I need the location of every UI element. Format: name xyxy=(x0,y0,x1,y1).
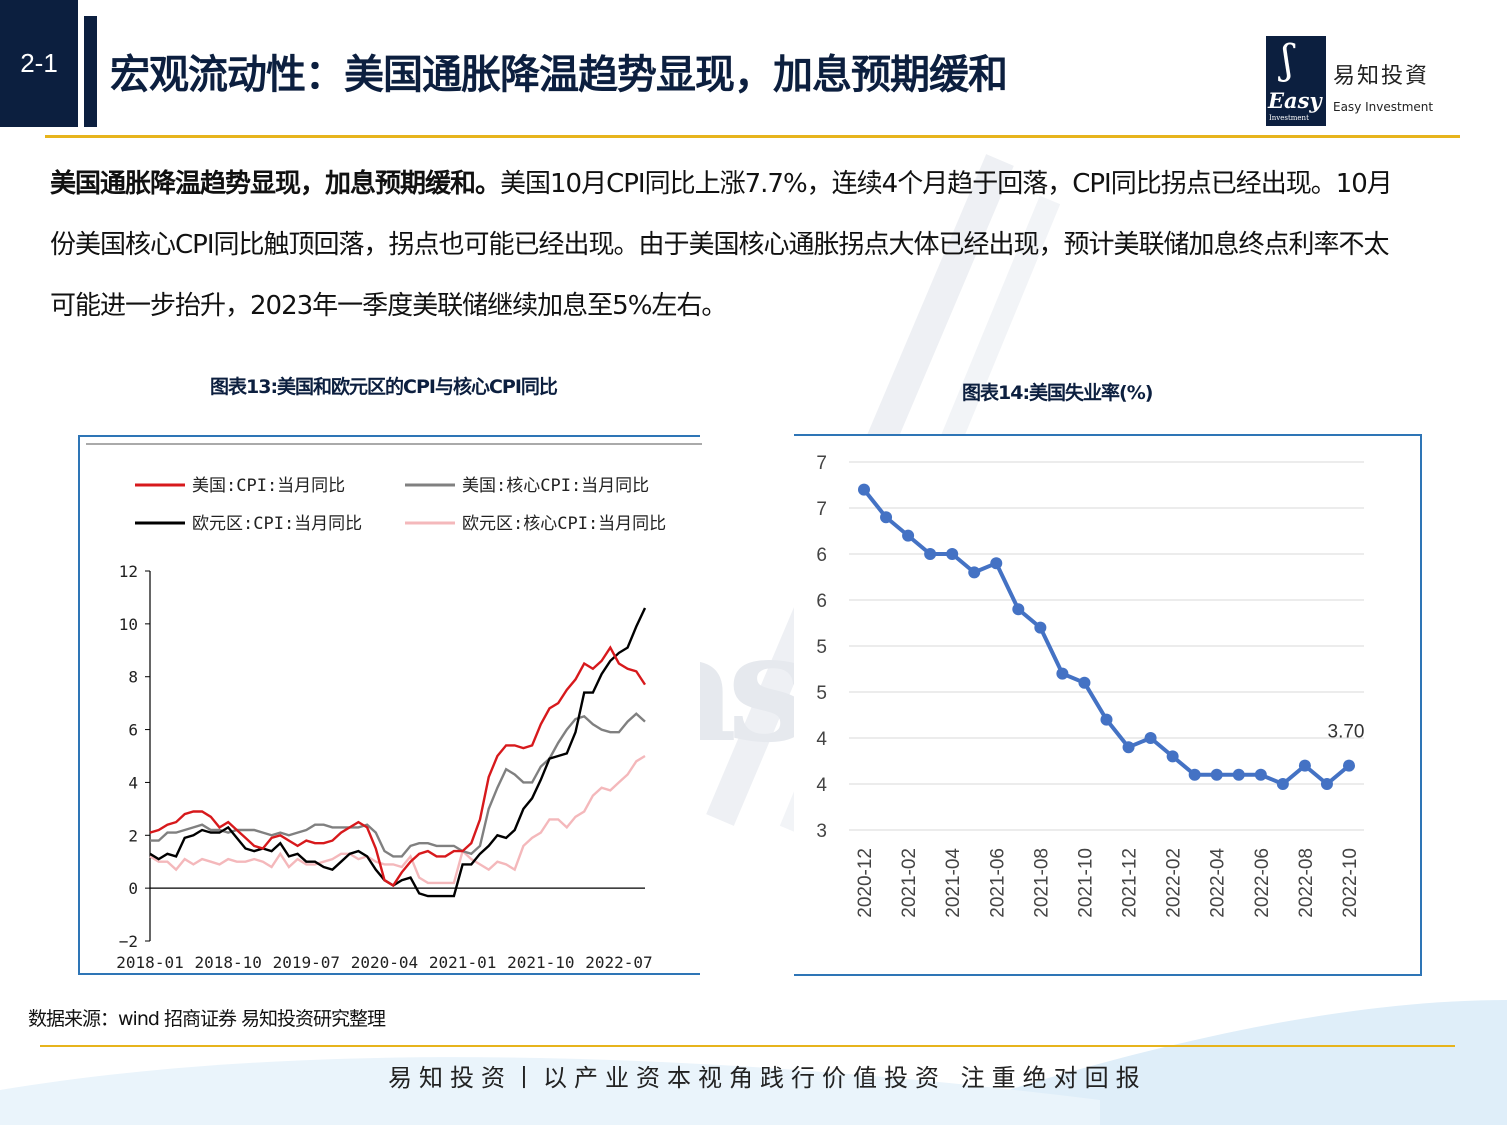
legend-label-1: 美国:CPI:当月同比 xyxy=(192,476,345,496)
y-tick-label: 4 xyxy=(816,729,827,750)
header-divider-bar xyxy=(84,16,97,127)
data-point xyxy=(1232,768,1245,781)
x-tick-label: 2021-10 xyxy=(507,953,574,972)
x-tick-label: 2018-01 xyxy=(116,953,183,972)
footer-wave xyxy=(0,1000,1507,1125)
x-tick-label: 2022-08 xyxy=(1296,848,1317,918)
y-tick-label: 6 xyxy=(128,721,138,740)
footer-gold-line xyxy=(40,1045,1455,1047)
y-tick-label: 7 xyxy=(816,499,827,520)
x-tick-label: 2022-07 xyxy=(585,953,652,972)
y-tick-label: 5 xyxy=(816,637,827,658)
footer-slogan: 易知投资丨以产业资本视角践行价值投资 注重绝对回报 xyxy=(388,1064,1147,1092)
x-tick-label: 2021-08 xyxy=(1031,848,1052,918)
y-tick-label: 7 xyxy=(816,453,827,474)
x-tick-label: 2021-02 xyxy=(899,848,920,918)
series-line-3 xyxy=(149,607,647,898)
data-source-note: 数据来源：wind 招商证券 易知投资研究整理 xyxy=(28,1008,386,1030)
data-point xyxy=(1320,778,1333,790)
data-point xyxy=(902,529,915,542)
x-tick-label: 2021-06 xyxy=(987,848,1008,918)
chart13-box: 美国:CPI:当月同比 美国:核心CPI:当月同比欧元区:CPI:当月同比 欧元区:… xyxy=(78,435,702,975)
x-tick-label: 2022-04 xyxy=(1208,848,1229,918)
chart14-top-rule xyxy=(794,434,1422,436)
data-point xyxy=(990,557,1003,570)
data-point xyxy=(1254,768,1267,781)
y-tick-label: 8 xyxy=(128,668,138,687)
data-point xyxy=(1144,732,1157,744)
x-tick-label: 2021-04 xyxy=(943,848,964,918)
y-tick-label: 10 xyxy=(119,615,138,634)
series-line-4 xyxy=(149,754,646,885)
legend-label-4: 欧元区:核心CPI:当月同比 xyxy=(462,514,666,534)
y-tick-label: −2 xyxy=(119,932,138,951)
body-paragraph: 美国通胀降温趋势显现，加息预期缓和。美国10月CPI同比上涨7.7%，连续4个月… xyxy=(50,154,1410,337)
data-point xyxy=(1078,676,1091,689)
x-tick-label: 2021-12 xyxy=(1120,848,1141,918)
data-point xyxy=(1276,778,1289,790)
logo-mark-subtext: Investment xyxy=(1269,114,1309,122)
y-tick-label: 3 xyxy=(816,821,827,842)
x-tick-label: 2020-12 xyxy=(855,848,876,918)
x-tick-label: 2020-04 xyxy=(351,953,418,972)
legend-label-3: 欧元区:CPI:当月同比 xyxy=(192,514,362,534)
x-tick-label: 2022-06 xyxy=(1252,848,1273,918)
legend-label-2: 美国:核心CPI:当月同比 xyxy=(462,476,649,496)
y-tick-label: 2 xyxy=(128,826,138,845)
y-tick-label: 4 xyxy=(128,773,138,792)
data-point xyxy=(1122,741,1135,754)
y-tick-label: 5 xyxy=(816,683,827,704)
data-point xyxy=(1343,759,1355,772)
y-tick-label: 12 xyxy=(119,562,138,581)
x-tick-label: 2021-01 xyxy=(429,953,496,972)
data-label-last: 3.70 xyxy=(1328,722,1365,743)
brand-logo: ʃ Easy Investment 易知投資 Easy Investment xyxy=(1266,36,1436,128)
data-point xyxy=(1210,768,1223,781)
data-point xyxy=(1298,759,1311,772)
chart14-svg: 7 7 6 6 5 5 4 4 3 2020-12 2021-02 2021-04 2021-06 202… xyxy=(816,453,1365,918)
unemployment-line xyxy=(862,488,1351,786)
data-point xyxy=(858,483,870,496)
chart13-top-rule xyxy=(86,443,702,445)
logo-en-text: Easy Investment xyxy=(1333,100,1434,114)
data-point xyxy=(968,566,981,579)
data-point xyxy=(1034,621,1047,634)
logo-mark-text: Easy xyxy=(1268,88,1322,113)
data-point xyxy=(1012,603,1025,616)
x-tick-label: 2021-10 xyxy=(1075,848,1096,918)
data-point xyxy=(1188,768,1201,781)
series-line-1 xyxy=(149,645,647,888)
data-point xyxy=(946,548,959,560)
y-tick-label: 6 xyxy=(816,545,827,566)
chart14-caption: 图表14:美国失业率(%) xyxy=(962,382,1153,404)
data-point xyxy=(880,511,893,524)
series-line-2 xyxy=(150,712,646,858)
y-tick-label: 6 xyxy=(816,591,827,612)
x-tick-label: 2018-10 xyxy=(194,953,261,972)
chart13-caption: 图表13:美国和欧元区的CPI与核心CPI同比 xyxy=(210,376,558,398)
x-tick-label: 2022-02 xyxy=(1164,848,1185,918)
header-gold-line xyxy=(45,135,1460,138)
y-tick-label: 0 xyxy=(128,879,138,898)
y-tick-label: 4 xyxy=(816,775,827,796)
chart14-box: 7 7 6 6 5 5 4 4 3 2020-12 2021-02 2021-04 2021-06 202… xyxy=(794,434,1422,976)
x-tick-label: 2019-07 xyxy=(273,953,340,972)
page-title: 宏观流动性：美国通胀降温趋势显现，加息预期缓和 xyxy=(110,52,1008,98)
data-point xyxy=(1166,750,1179,763)
section-badge: 2-1 xyxy=(0,0,78,127)
body-text: 美国10月CPI同比上涨7.7%，连续4个月趋于回落，CPI同比拐点已经出现。1… xyxy=(50,169,1393,321)
logo-cn-text: 易知投資 xyxy=(1333,64,1430,89)
swirl-icon: ʃ xyxy=(1282,37,1293,83)
logo-mark: ʃ Easy Investment xyxy=(1266,36,1326,126)
data-point xyxy=(1056,667,1069,680)
data-point xyxy=(1100,713,1113,726)
data-point xyxy=(924,548,937,560)
x-tick-label: 2022-10 xyxy=(1340,848,1361,918)
body-lead: 美国通胀降温趋势显现，加息预期缓和。 xyxy=(50,169,501,199)
